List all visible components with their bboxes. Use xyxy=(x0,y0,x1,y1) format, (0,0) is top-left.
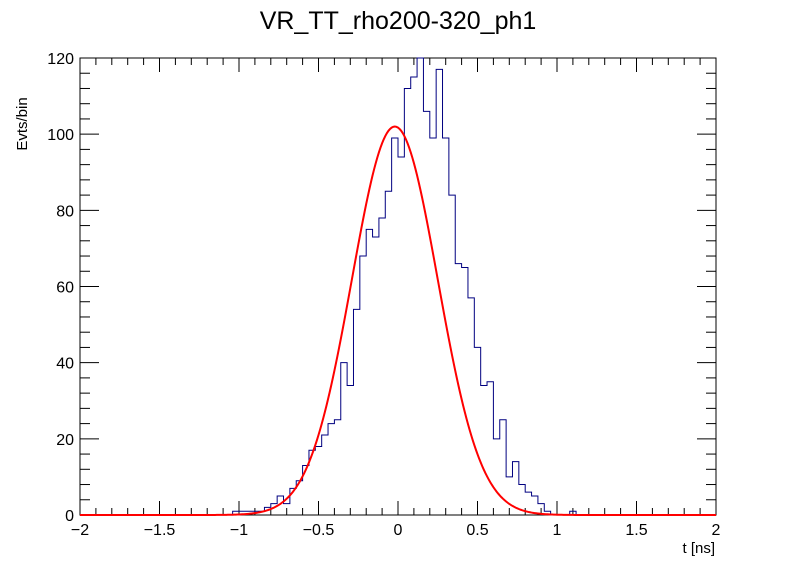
x-tick-label: 0 xyxy=(394,522,403,539)
y-axis-tick-labels: 0 20 40 60 80 100 120 xyxy=(47,51,74,525)
chart-title: VR_TT_rho200-320_ph1 xyxy=(260,7,537,35)
x-tick-label: −1.5 xyxy=(144,522,176,539)
y-tick-label: 120 xyxy=(47,51,74,68)
y-tick-label: 0 xyxy=(65,508,74,525)
y-axis-ticks xyxy=(80,57,716,516)
x-axis-label: t [ns] xyxy=(682,540,715,557)
x-axis-ticks xyxy=(79,58,717,515)
x-tick-label: 0.5 xyxy=(466,522,488,539)
x-axis-tick-labels: −2 −1.5 −1 −0.5 0 0.5 1 1.5 2 xyxy=(71,522,721,539)
y-tick-label: 80 xyxy=(56,203,74,220)
x-tick-label: 1.5 xyxy=(625,522,647,539)
x-tick-label: −1 xyxy=(230,522,248,539)
y-tick-label: 20 xyxy=(56,432,74,449)
x-tick-label: −2 xyxy=(71,522,89,539)
x-tick-label: −0.5 xyxy=(303,522,335,539)
x-tick-label: 2 xyxy=(712,522,721,539)
x-tick-label: 1 xyxy=(553,522,562,539)
y-tick-label: 40 xyxy=(56,356,74,373)
y-axis-label: Evts/bin xyxy=(14,97,31,150)
gaussian-fit-curve xyxy=(80,125,716,516)
y-tick-label: 100 xyxy=(47,127,74,144)
y-tick-label: 60 xyxy=(56,280,74,297)
